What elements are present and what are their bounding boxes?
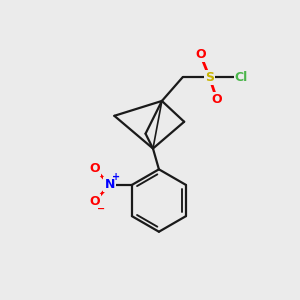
Text: O: O xyxy=(195,48,206,62)
Text: O: O xyxy=(89,195,100,208)
Text: +: + xyxy=(112,172,120,182)
Text: O: O xyxy=(212,93,222,106)
Text: Cl: Cl xyxy=(235,71,248,84)
Text: O: O xyxy=(89,162,100,175)
Text: S: S xyxy=(205,71,214,84)
Text: N: N xyxy=(104,178,115,191)
Text: −: − xyxy=(97,204,105,214)
